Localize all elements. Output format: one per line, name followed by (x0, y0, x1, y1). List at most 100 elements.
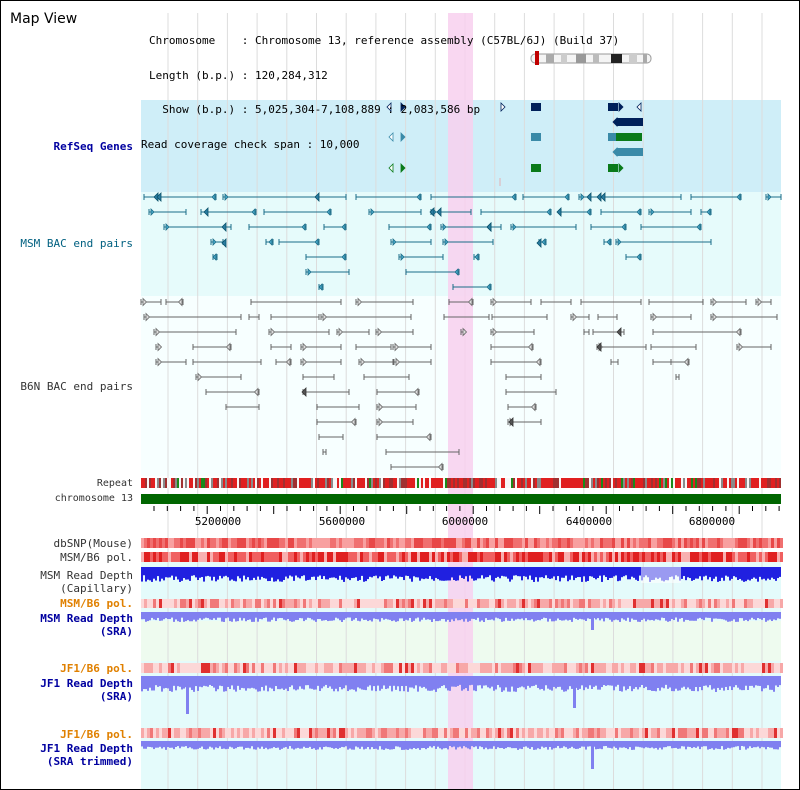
msm-b6-pol-strip (246, 552, 249, 562)
repeat-element (185, 478, 187, 488)
jf1-depth-sra-bar (449, 676, 451, 691)
repeat-element (611, 478, 613, 488)
jf1-depth-sra-bar (753, 676, 755, 688)
jf1-depth-sra-bar (409, 676, 411, 688)
jf1-depth-trim-bar (661, 741, 663, 750)
jf1-depth-sra-bar (295, 676, 297, 691)
msm-depth-capillary-bar (389, 567, 391, 579)
jf1-b6-pol-strip-2 (648, 728, 651, 738)
jf1-depth-trim-bar (237, 741, 239, 748)
repeat-element (429, 478, 431, 488)
jf1-depth-trim-bar (617, 741, 619, 750)
msm-depth-capillary-bar (321, 567, 323, 579)
jf1-depth-sra-bar (675, 676, 677, 689)
jf1-depth-sra-bar (443, 676, 445, 686)
jf1-depth-trim-bar (729, 741, 731, 749)
jf1-b6-pol-strip (429, 663, 432, 673)
msm-b6-pol-strip (471, 552, 474, 562)
msm-b6-pol-strip (522, 552, 525, 562)
msm-depth-capillary-bar (395, 567, 397, 577)
track-label-jf1-b6-pol-2[interactable]: JF1/B6 pol. (60, 728, 133, 741)
jf1-b6-pol-strip (447, 663, 450, 673)
jf1-b6-pol-strip-2 (447, 728, 450, 738)
track-label-msm-b6-pol-2[interactable]: MSM/B6 pol. (60, 597, 133, 610)
jf1-b6-pol-strip-2 (261, 728, 264, 738)
msm-depth-capillary-bar (147, 567, 149, 580)
jf1-b6-pol-strip (690, 663, 693, 673)
track-label-msm-depth-sra[interactable]: MSM Read Depth (40, 612, 133, 625)
dbsnp-strip (174, 538, 177, 548)
msm-depth-sra-bar (183, 612, 185, 622)
msm-b6-pol-strip (309, 552, 312, 562)
track-label-refseq[interactable]: RefSeq Genes (53, 140, 133, 153)
track-label-jf1-depth-trim[interactable]: JF1 Read Depth (40, 742, 133, 755)
jf1-depth-sra-bar (231, 676, 233, 686)
repeat-element (527, 478, 529, 488)
msm-b6-pol-strip-2 (162, 599, 165, 608)
jf1-depth-sra-bar (739, 676, 741, 690)
jf1-depth-trim-bar (495, 741, 497, 750)
msm-b6-pol-strip (636, 552, 639, 562)
jf1-depth-trim-bar (629, 741, 631, 748)
jf1-depth-trim-bar (341, 741, 343, 747)
dbsnp-strip (312, 538, 315, 548)
jf1-depth-trim-bar (307, 741, 309, 748)
jf1-depth-sra-bar-spike (573, 676, 576, 708)
track-label-jf1-b6-pol-1[interactable]: JF1/B6 pol. (60, 662, 133, 675)
repeat-element (767, 478, 769, 488)
msm-depth-capillary-bar (773, 567, 775, 580)
msm-depth-capillary-bar (293, 567, 295, 581)
repeat-element (617, 478, 619, 488)
jf1-b6-pol-strip-2 (777, 728, 780, 738)
jf1-depth-trim-bar (505, 741, 507, 749)
track-label-repeat[interactable]: Repeat (96, 478, 133, 489)
msm-b6-pol-strip-2 (774, 599, 777, 608)
msm-depth-sra-bar (755, 612, 757, 621)
msm-depth-sra-bar (743, 612, 745, 621)
jf1-depth-sra-bar (223, 676, 225, 692)
msm-b6-pol-strip-2 (396, 599, 399, 608)
msm-b6-pol-strip (762, 552, 765, 562)
msm-depth-sra-bar (213, 612, 215, 619)
msm-b6-pol-strip (180, 552, 183, 562)
msm-b6-pol-strip-2 (747, 599, 750, 608)
repeat-element (589, 478, 591, 488)
track-label-dbsnp[interactable]: dbSNP(Mouse) (53, 537, 133, 550)
b6n-bac-end (155, 327, 161, 337)
jf1-depth-trim-bar (253, 741, 255, 750)
jf1-b6-pol-strip-2 (522, 728, 525, 738)
msm-b6-pol-strip-2 (612, 599, 615, 608)
repeat-element (691, 478, 693, 488)
repeat-element (739, 478, 741, 488)
jf1-b6-pol-strip-2 (555, 728, 558, 738)
track-label-msm-bac[interactable]: MSM BAC end pairs (20, 237, 133, 250)
jf1-b6-pol-strip (372, 663, 375, 673)
track-label-msm-b6-pol-1[interactable]: MSM/B6 pol. (60, 551, 133, 564)
msm-depth-sra-bar (765, 612, 767, 622)
jf1-depth-trim-bar (217, 741, 219, 749)
jf1-depth-trim-bar (491, 741, 493, 749)
jf1-depth-trim-bar (681, 741, 683, 747)
track-label-b6n-bac[interactable]: B6N BAC end pairs (20, 380, 133, 393)
msm-b6-pol-strip (405, 552, 408, 562)
msm-b6-pol-strip (543, 552, 546, 562)
dbsnp-strip (690, 538, 693, 548)
jf1-depth-trim-bar (189, 741, 191, 748)
repeat-element (729, 478, 731, 488)
msm-depth-capillary-bar (559, 567, 561, 582)
track-label-jf1-depth-sra[interactable]: JF1 Read Depth (40, 677, 133, 690)
jf1-depth-sra-bar (531, 676, 533, 687)
track-label-msm-depth-cap[interactable]: MSM Read Depth (40, 569, 133, 582)
jf1-depth-trim-bar (541, 741, 543, 747)
repeat-element (769, 478, 771, 488)
jf1-depth-trim-bar (143, 741, 145, 749)
msm-b6-pol-strip (663, 552, 666, 562)
jf1-depth-trim-bar (657, 741, 659, 750)
jf1-depth-sra-bar (691, 676, 693, 691)
jf1-depth-trim-bar (663, 741, 665, 748)
jf1-depth-sra-bar (203, 676, 205, 686)
jf1-depth-trim-bar (295, 741, 297, 749)
repeat-element (183, 478, 185, 488)
jf1-b6-pol-strip-2 (606, 728, 609, 738)
